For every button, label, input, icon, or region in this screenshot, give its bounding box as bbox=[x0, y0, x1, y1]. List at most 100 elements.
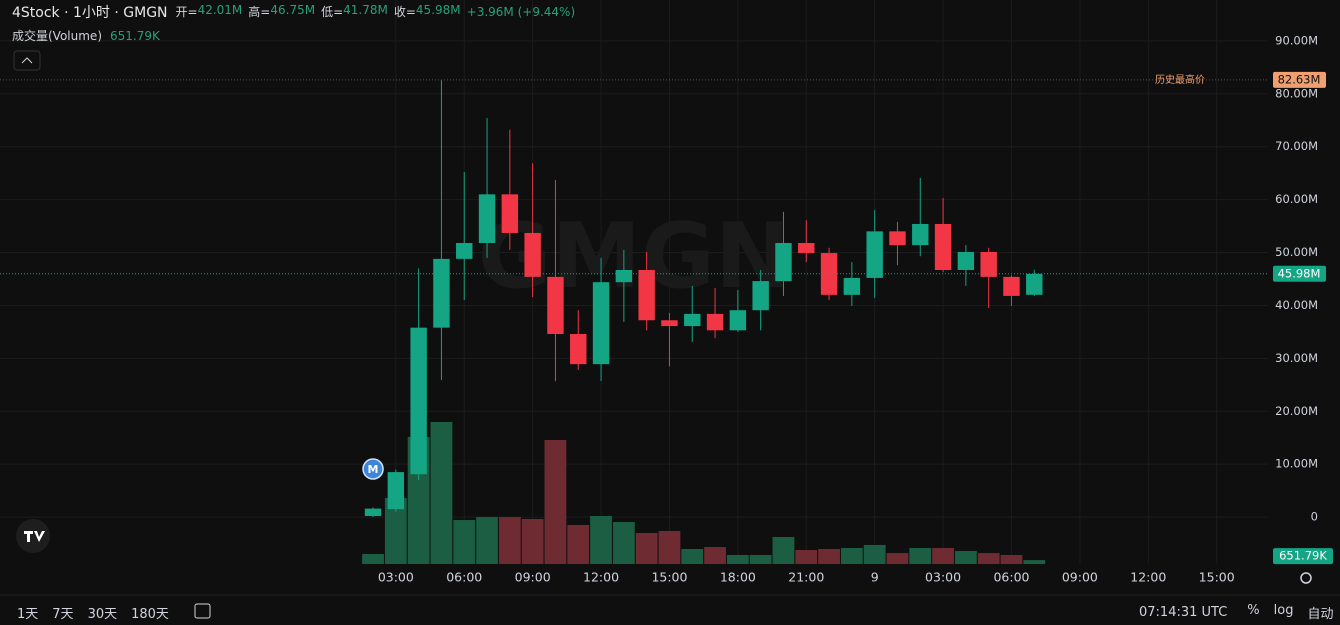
y-tick-label: 90.00M bbox=[1275, 33, 1318, 47]
settings-icon[interactable] bbox=[1300, 572, 1312, 584]
candle-body bbox=[798, 243, 815, 254]
candle-body bbox=[889, 231, 906, 246]
status-bar: 07:14:31 UTC % log 自动 bbox=[1139, 602, 1334, 622]
volume-badge-label: 651.79K bbox=[1279, 549, 1327, 563]
y-tick-label: 80.00M bbox=[1275, 86, 1318, 100]
x-tick-label: 9 bbox=[871, 570, 879, 585]
candle-body bbox=[706, 313, 724, 331]
volume-legend-label: 成交量(Volume) bbox=[12, 29, 102, 43]
candle-body bbox=[957, 252, 975, 270]
volume-bar bbox=[612, 522, 635, 564]
candle-body bbox=[433, 258, 450, 328]
candle-body bbox=[501, 194, 519, 233]
y-tick-label: 0 bbox=[1311, 510, 1318, 524]
ohlc-label: 高= bbox=[248, 5, 271, 19]
candle-body bbox=[866, 231, 883, 278]
range-button[interactable]: 180天 bbox=[131, 606, 169, 622]
volume-bar bbox=[704, 547, 726, 564]
last-price-badge bbox=[1273, 265, 1326, 282]
candle-body bbox=[661, 320, 678, 327]
y-tick-label: 10.00M bbox=[1275, 457, 1318, 471]
volume-bar bbox=[726, 555, 749, 564]
candle-body bbox=[1003, 276, 1020, 296]
x-tick-label: 12:00 bbox=[583, 570, 619, 585]
last-price-label: 45.98M bbox=[1278, 266, 1321, 280]
candle-body bbox=[456, 243, 473, 259]
range-button[interactable]: 7天 bbox=[52, 606, 74, 622]
scale-option[interactable]: % bbox=[1247, 602, 1260, 618]
y-tick-label: 40.00M bbox=[1275, 298, 1318, 312]
ohlc-stat: 收= 45.98M bbox=[394, 3, 461, 20]
ohlc-stat: 开= 42.01M bbox=[176, 3, 243, 20]
x-tick-label: 15:00 bbox=[651, 570, 687, 585]
volume-bar bbox=[384, 498, 407, 564]
y-tick-label: 50.00M bbox=[1275, 245, 1318, 259]
ath-text: 历史最高价 bbox=[1155, 73, 1205, 86]
ohlc-stat: 高= 46.75M bbox=[248, 3, 315, 20]
header: 4Stock · 1小时 · GMGN 开= 42.01M 高= 46.75M 低= 41… bbox=[12, 3, 576, 21]
ohlc-label: 收= bbox=[393, 5, 416, 19]
x-tick-label: 03:00 bbox=[378, 570, 414, 585]
volume-bar bbox=[430, 421, 453, 564]
scale-option[interactable]: 自动 bbox=[1307, 606, 1334, 622]
event-marker-label: M bbox=[368, 463, 379, 476]
candle-body bbox=[820, 253, 838, 295]
volume-bar bbox=[1023, 560, 1046, 564]
candle-body bbox=[843, 277, 861, 295]
candle-body bbox=[775, 243, 792, 282]
volume-bar bbox=[749, 555, 772, 564]
ohlc-value: 42.01M bbox=[197, 3, 243, 17]
candle-body bbox=[934, 223, 952, 270]
scale-option[interactable]: log bbox=[1273, 602, 1294, 618]
volume-bar bbox=[635, 532, 658, 564]
volume-bar bbox=[909, 547, 932, 564]
volume-bar bbox=[977, 553, 1000, 564]
volume-bar bbox=[658, 531, 681, 564]
ohlc-value: 45.98M bbox=[415, 3, 461, 17]
ohlc-value: 46.75M bbox=[270, 3, 316, 17]
candle-body bbox=[684, 313, 701, 327]
volume-legend-value: 651.79K bbox=[110, 28, 160, 43]
volume-bar bbox=[932, 547, 954, 564]
y-tick-label: 20.00M bbox=[1275, 404, 1318, 418]
ohlc-label: 低= bbox=[321, 5, 344, 19]
ohlc-label: 开= bbox=[175, 5, 198, 19]
ath-badge bbox=[1273, 71, 1326, 88]
candle-body bbox=[615, 269, 633, 283]
range-button[interactable]: 30天 bbox=[87, 606, 118, 622]
volume-bar bbox=[863, 544, 886, 564]
volume-bar bbox=[681, 549, 704, 564]
calendar-icon[interactable] bbox=[194, 603, 211, 619]
candle-body bbox=[364, 508, 382, 517]
x-tick-label: 12:00 bbox=[1130, 570, 1166, 585]
ath-badge-label: 82.63M bbox=[1278, 72, 1321, 86]
candle-body bbox=[524, 232, 541, 277]
volume-bar bbox=[544, 439, 567, 564]
volume-bar bbox=[818, 549, 840, 564]
x-tick-label: 06:00 bbox=[993, 570, 1029, 585]
candle-body bbox=[410, 327, 427, 475]
range-buttons: 1天 7天 30天 180天 bbox=[17, 603, 183, 622]
candle-body bbox=[547, 276, 564, 335]
change: +3.96M (+9.44%) bbox=[466, 4, 576, 19]
event-marker bbox=[362, 458, 384, 480]
x-tick-label: 21:00 bbox=[788, 570, 824, 585]
volume-bar bbox=[590, 516, 612, 564]
candle-body bbox=[592, 282, 610, 365]
x-tick-label: 03:00 bbox=[925, 570, 961, 585]
volume-bar bbox=[772, 537, 795, 564]
candle-body bbox=[912, 223, 929, 246]
volume-bar bbox=[567, 525, 590, 564]
tv-logo-mark bbox=[24, 531, 45, 542]
symbol-title: 4Stock · 1小时 · GMGN bbox=[12, 4, 168, 21]
tv-logo[interactable] bbox=[16, 519, 50, 553]
candle-body bbox=[1026, 273, 1043, 295]
x-tick-label: 06:00 bbox=[446, 570, 482, 585]
range-button[interactable]: 1天 bbox=[17, 606, 39, 622]
x-tick-label: 15:00 bbox=[1199, 570, 1235, 585]
collapse-button[interactable] bbox=[13, 50, 41, 71]
ohlc-value: 41.78M bbox=[343, 3, 388, 17]
candle-body bbox=[980, 252, 997, 277]
